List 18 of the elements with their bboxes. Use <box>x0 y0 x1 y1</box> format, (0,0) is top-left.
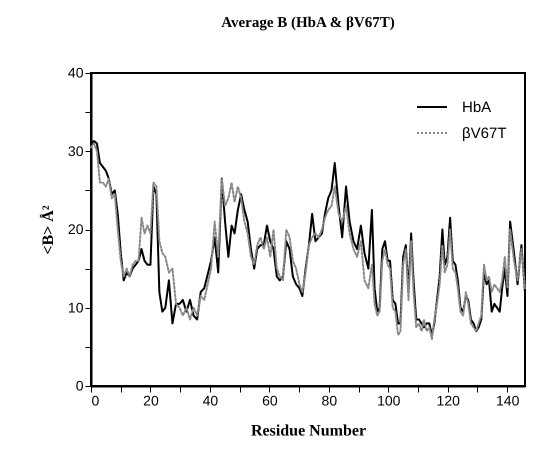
x-tick-label: 40 <box>202 392 218 408</box>
x-tick-label: 120 <box>436 392 460 408</box>
y-tick-label: 10 <box>68 299 84 316</box>
x-tick-label: 0 <box>92 392 100 408</box>
x-tick-label: 100 <box>377 392 401 408</box>
x-tick-label: 140 <box>496 392 520 408</box>
x-tick-label: 20 <box>143 392 159 408</box>
y-axis-title: <B> Å² <box>38 205 57 255</box>
y-tick-label: 20 <box>68 221 84 237</box>
x-axis-title: Residue Number <box>250 422 366 440</box>
y-tick-label: 30 <box>68 142 84 159</box>
y-tick-label: 40 <box>68 64 84 80</box>
x-tick-label: 80 <box>322 392 338 408</box>
legend-label: HbA <box>462 99 492 116</box>
legend-label: βV67T <box>462 125 506 142</box>
chart-title: Average B (HbA & βV67T) <box>221 15 395 31</box>
x-tick-label: 60 <box>262 392 278 408</box>
y-tick-label: 0 <box>76 378 84 394</box>
